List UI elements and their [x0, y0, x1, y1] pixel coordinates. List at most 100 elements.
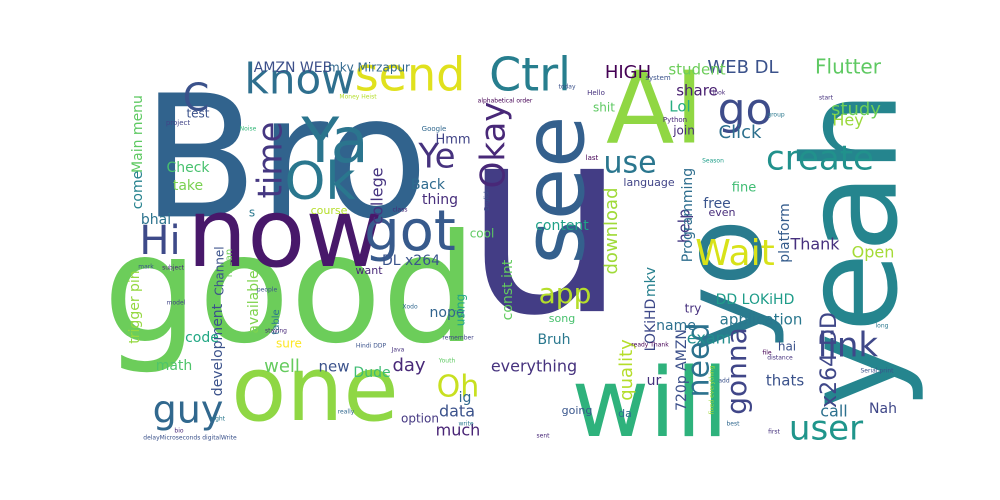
- cloud-word: people: [257, 287, 278, 294]
- cloud-word: group: [767, 112, 785, 119]
- cloud-word: Wait: [695, 233, 774, 274]
- cloud-word: Open: [852, 243, 895, 262]
- cloud-word: fine: [732, 181, 756, 196]
- cloud-word: content: [535, 218, 589, 234]
- cloud-word: want: [355, 264, 383, 277]
- cloud-word: download: [601, 187, 622, 274]
- cloud-word: Channel: [213, 246, 227, 295]
- cloud-word: know: [245, 55, 356, 104]
- cloud-word: project: [166, 119, 191, 127]
- cloud-word: delayMicroseconds digitalWrite: [143, 435, 237, 442]
- cloud-word: hai: [778, 340, 796, 354]
- cloud-word: come: [130, 171, 146, 210]
- cloud-word: mkv Mirzapur: [328, 61, 410, 75]
- cloud-word: yo: [658, 219, 786, 351]
- cloud-word: model: [167, 300, 186, 307]
- cloud-word: 720p AMZN: [674, 329, 690, 411]
- cloud-word: using: [454, 294, 468, 326]
- cloud-word: math: [156, 358, 193, 374]
- cloud-word: distance: [767, 355, 793, 362]
- cloud-word: HIGH: [605, 62, 651, 83]
- cloud-word: Ya: [300, 104, 368, 177]
- cloud-word: mark: [138, 264, 154, 271]
- cloud-word: Season: [702, 158, 724, 165]
- cloud-word: Back: [411, 177, 446, 193]
- cloud-word: thing: [422, 192, 458, 208]
- cloud-word: da: [618, 407, 632, 420]
- cloud-word: Ctrl: [489, 48, 571, 102]
- cloud-word: one: [231, 337, 398, 442]
- cloud-word: good: [103, 203, 477, 377]
- cloud-word: x264 DD: [817, 312, 842, 408]
- cloud-word: best: [727, 421, 741, 428]
- cloud-word: Okay: [474, 102, 514, 189]
- cloud-word: quality: [616, 339, 637, 401]
- cloud-word: Money Heist: [339, 94, 377, 101]
- cloud-word: study: [831, 99, 881, 120]
- cloud-word: remember: [442, 335, 474, 342]
- cloud-word: Ye: [417, 137, 455, 177]
- cloud-word: cool: [470, 227, 495, 241]
- cloud-word: Dude: [353, 365, 390, 381]
- cloud-word: DD LOKiHD: [716, 292, 795, 308]
- cloud-word: go: [718, 84, 773, 135]
- cloud-word: student: [668, 61, 725, 79]
- cloud-word: AMZN WEB: [254, 60, 332, 76]
- cloud-word: Bruh: [537, 332, 570, 348]
- cloud-word: Oh: [437, 370, 480, 405]
- cloud-word: development: [210, 303, 226, 396]
- cloud-word: song: [549, 312, 575, 325]
- cloud-word: guy: [153, 388, 224, 432]
- cloud-word: Check: [166, 160, 210, 176]
- cloud-word: nope: [430, 305, 465, 321]
- cloud-word: Bro: [142, 59, 429, 257]
- cloud-word: subject: [162, 265, 184, 272]
- cloud-word: Python: [663, 116, 687, 124]
- cloud-word: Google: [422, 125, 447, 133]
- cloud-word: Noise: [240, 126, 257, 133]
- cloud-word: share: [676, 82, 718, 100]
- cloud-word: code: [185, 330, 219, 346]
- cloud-word: start: [819, 95, 834, 102]
- cloud-word: everything: [491, 357, 577, 376]
- cloud-word: time: [251, 122, 291, 199]
- cloud-word: free: [703, 196, 731, 212]
- cloud-word: Programming: [680, 168, 696, 262]
- cloud-word: will: [572, 349, 729, 459]
- cloud-word: day: [392, 355, 425, 376]
- cloud-word: Hello: [587, 89, 605, 97]
- cloud-word: today: [558, 84, 576, 91]
- cloud-word: Lol: [669, 98, 690, 116]
- cloud-word: Youth: [438, 358, 456, 365]
- cloud-word: Ok: [284, 152, 355, 212]
- cloud-word: shit: [593, 101, 615, 115]
- cloud-word: Hindi DDP: [356, 343, 387, 350]
- cloud-word: going: [562, 404, 593, 417]
- cloud-word: ur: [647, 373, 662, 389]
- cloud-word: ig: [459, 390, 472, 406]
- cloud-word: need: [682, 323, 717, 398]
- cloud-word: Hey: [832, 111, 863, 130]
- cloud-word: use: [603, 146, 656, 181]
- cloud-word: WEB DL: [707, 57, 778, 78]
- cloud-word: join: [672, 124, 695, 138]
- cloud-word: sure: [276, 337, 302, 351]
- cloud-word: Xodo: [402, 304, 418, 311]
- cloud-word: bio: [174, 428, 183, 435]
- cloud-word: Main menu: [130, 95, 146, 173]
- cloud-word: system: [645, 74, 670, 82]
- cloud-word: alphabetical order: [478, 98, 533, 105]
- cloud-word: course: [311, 204, 348, 217]
- cloud-word: fixed everything: [709, 365, 716, 414]
- cloud-word: platform: [777, 203, 793, 263]
- cloud-word: Click: [719, 122, 762, 143]
- cloud-word: class: [393, 207, 408, 214]
- cloud-word: look: [713, 90, 726, 97]
- cloud-word: long: [876, 323, 889, 330]
- cloud-word: help: [675, 209, 694, 244]
- cloud-word: mkv: [643, 267, 659, 297]
- cloud-word: exam: [687, 329, 731, 348]
- cloud-word: name: [656, 318, 696, 334]
- cloud-word: Java: [391, 347, 405, 354]
